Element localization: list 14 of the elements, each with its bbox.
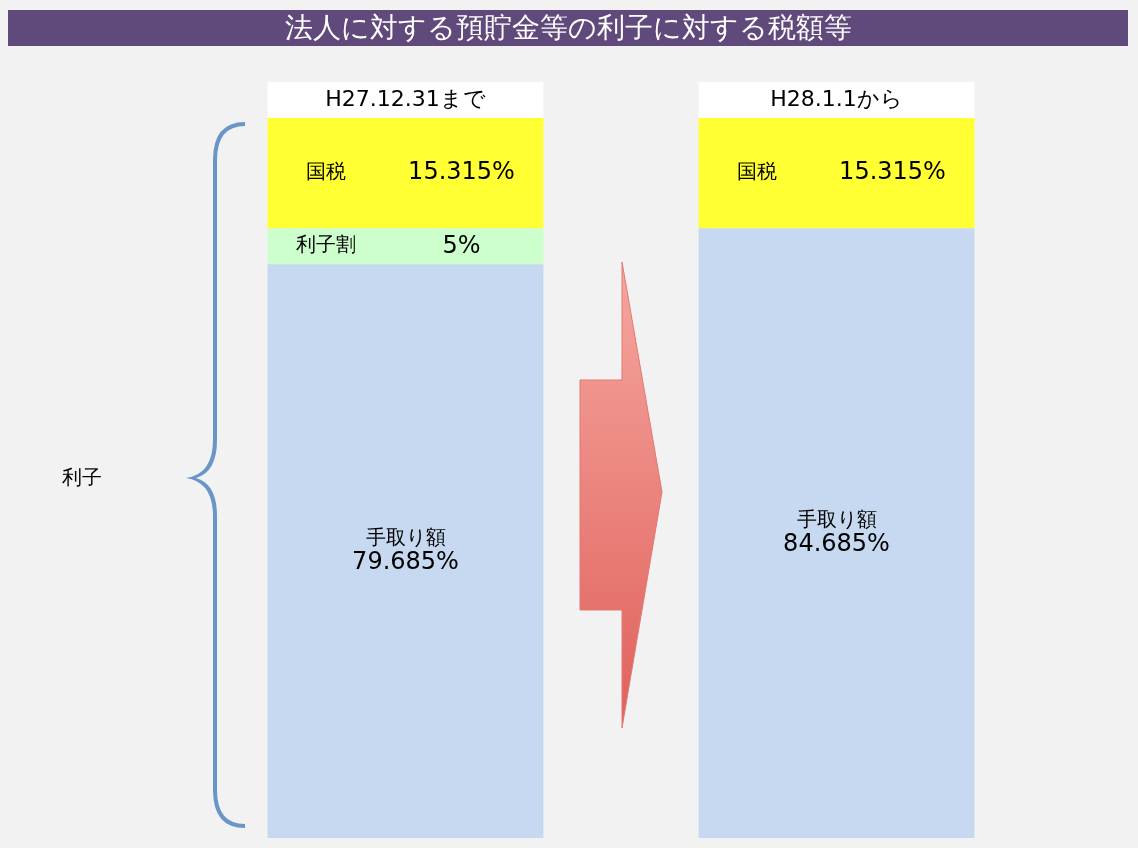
text: 手取り額 — [796, 507, 877, 532]
x-tick-label: H27.12.31まで — [325, 85, 486, 111]
chart-title: 法人に対する預貯金等の利子に対する税額等 — [8, 10, 1128, 46]
series-label: 国税 — [736, 159, 777, 184]
text: 利子 — [62, 464, 102, 491]
series-label: 手取り額 — [365, 525, 446, 550]
data-label: 15.315% — [408, 157, 515, 186]
data-label: 15.315% — [839, 157, 946, 186]
data-label: 84.685% — [783, 529, 890, 558]
x-tick-label: H28.1.1から — [770, 85, 903, 111]
data-label: 79.685% — [352, 547, 459, 576]
data-label: 5% — [442, 230, 481, 259]
series-label: 利子割 — [295, 232, 356, 257]
text: 国税 — [305, 159, 346, 184]
